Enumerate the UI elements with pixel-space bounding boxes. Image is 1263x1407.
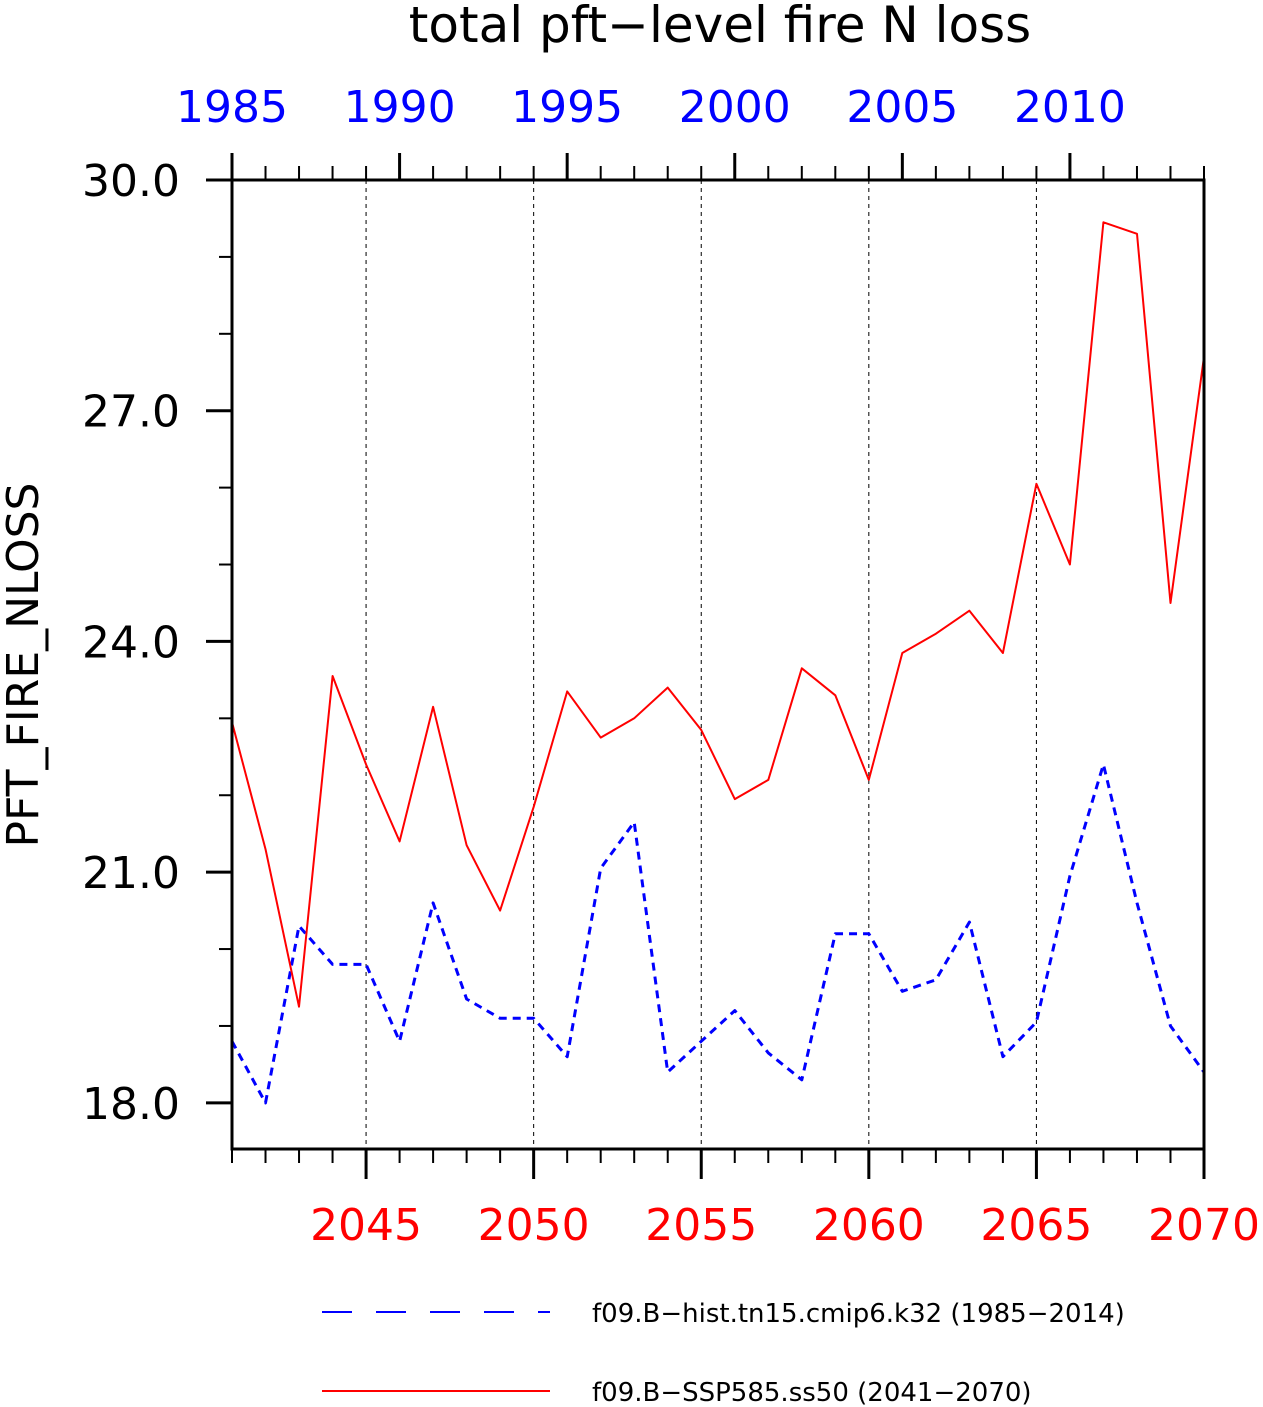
- grid-lines: [365, 180, 1037, 1149]
- x-top-tick-label: 1995: [511, 82, 623, 133]
- x-axis-top: 1985 1990 1995 2000 2005 2010: [176, 82, 1205, 180]
- x-bottom-tick-label: 2055: [645, 1200, 757, 1251]
- y-tick-label: 27.0: [82, 387, 180, 438]
- x-top-tick-label: 2000: [679, 82, 791, 133]
- legend-label-hist: f09.B−hist.tn15.cmip6.k32 (1985−2014): [592, 1299, 1125, 1329]
- x-top-tick-label: 2005: [846, 82, 958, 133]
- x-top-tick-label: 1985: [176, 82, 288, 133]
- plot-frame: [230, 178, 1206, 1151]
- y-tick-label: 18.0: [82, 1079, 180, 1130]
- legend: f09.B−hist.tn15.cmip6.k32 (1985−2014) f0…: [322, 1299, 1125, 1407]
- series-line-hist: [230, 763, 1206, 1105]
- x-bottom-tick-label: 2050: [478, 1200, 590, 1251]
- chart-title: total pft−level fire N loss: [409, 0, 1031, 54]
- series-layer: [230, 221, 1206, 1105]
- x-top-tick-label: 2010: [1014, 82, 1126, 133]
- y-tick-label: 21.0: [82, 848, 180, 899]
- y-tick-label: 24.0: [82, 617, 180, 668]
- y-tick-label: 30.0: [82, 156, 180, 207]
- legend-label-ssp585: f09.B−SSP585.ss50 (2041−2070): [592, 1378, 1032, 1407]
- x-top-tick-label: 1990: [344, 82, 456, 133]
- series-line-ssp585: [231, 221, 1205, 1008]
- x-bottom-tick-label: 2065: [980, 1200, 1092, 1251]
- y-axis: 18.0 21.0 24.0 27.0 30.0: [82, 156, 232, 1130]
- y-axis-label: PFT_FIRE_NLOSS: [0, 483, 49, 848]
- x-axis-bottom: 2045 2050 2055 2060 2065 2070: [231, 1149, 1260, 1251]
- x-bottom-tick-label: 2060: [813, 1200, 925, 1251]
- x-bottom-tick-label: 2070: [1148, 1200, 1260, 1251]
- x-bottom-tick-label: 2045: [310, 1200, 422, 1251]
